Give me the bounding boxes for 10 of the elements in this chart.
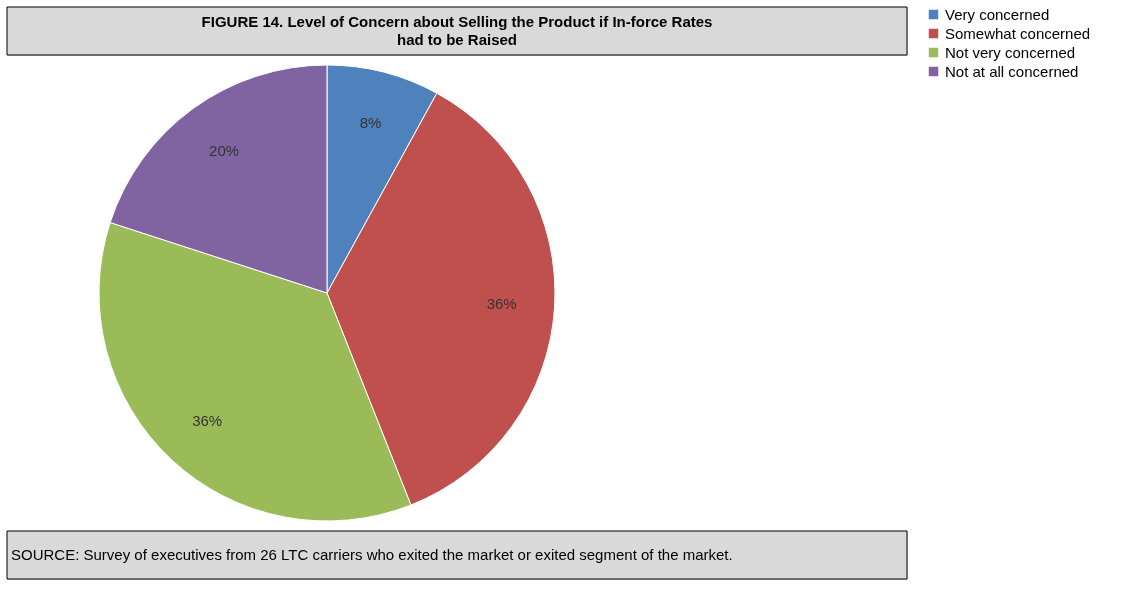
data-label: 20% — [209, 142, 240, 160]
legend-label: Somewhat concerned — [945, 24, 1091, 42]
legend-label: Not at all concerned — [945, 62, 1079, 80]
legend-label: Very concerned — [945, 5, 1050, 23]
text: FIGURE 14. Level of Concern about Selling the Product if In-force Rates had to be Raised — [201, 13, 713, 48]
data-label: 36% — [486, 294, 517, 312]
source-note: SOURCE: Survey of executives from 26 LTC carriers who exited the market or exited segment of the market. — [11, 546, 733, 563]
legend-label: Not very concerned — [945, 43, 1076, 61]
data-label: 36% — [192, 411, 223, 429]
data-label: 8% — [359, 114, 382, 132]
